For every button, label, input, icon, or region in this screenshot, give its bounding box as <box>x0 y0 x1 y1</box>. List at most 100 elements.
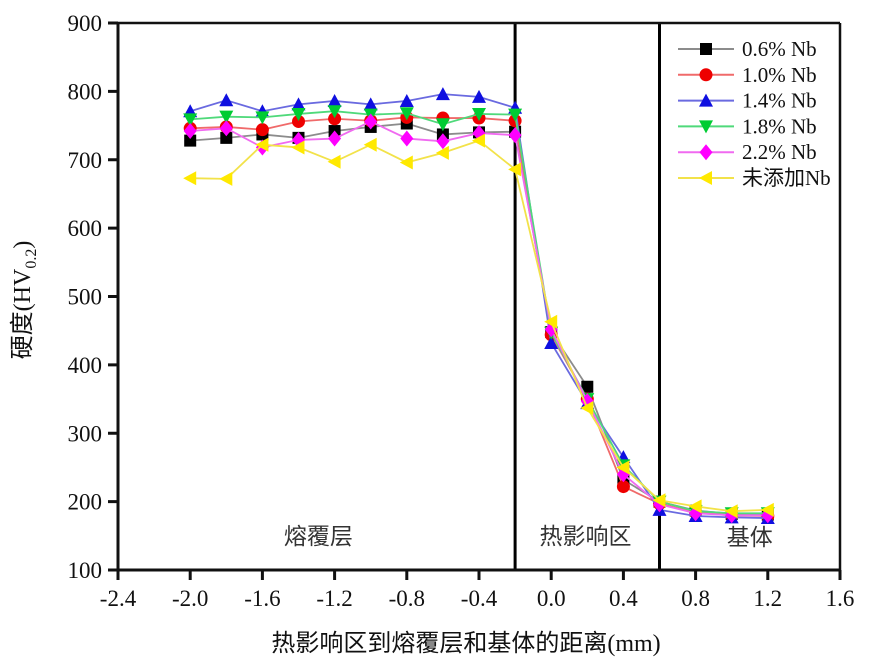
series-layer <box>183 87 775 525</box>
legend-entry: 未添加Nb <box>678 166 831 190</box>
legend-entry: 1.4% Nb <box>678 89 817 113</box>
x-tick-label: -0.8 <box>389 586 425 611</box>
legend-label: 0.6% Nb <box>742 37 817 61</box>
y-tick-label: 200 <box>68 490 103 515</box>
x-tick-label: -2.4 <box>100 586 137 611</box>
y-tick-label: 800 <box>68 79 103 104</box>
data-point-marker <box>328 130 342 147</box>
legend-entry: 1.0% Nb <box>678 63 817 87</box>
legend-label: 未添加Nb <box>742 166 831 190</box>
data-point-marker <box>472 133 485 148</box>
data-point-marker <box>616 460 630 475</box>
legend-marker <box>699 171 712 185</box>
region-labels-layer: 熔覆层 热影响区 基体 <box>284 524 773 550</box>
x-tick-label: 1.6 <box>826 586 855 611</box>
legend-marker <box>699 120 713 134</box>
data-point-marker <box>581 380 594 393</box>
series-line <box>190 120 768 517</box>
series-line <box>190 110 768 515</box>
data-point-marker <box>219 171 233 186</box>
series-未添加nb <box>183 133 774 519</box>
y-tick-label: 600 <box>68 216 103 241</box>
y-tick-label: 100 <box>68 558 103 583</box>
legend-label: 1.0% Nb <box>742 63 817 87</box>
series-1.8-nb <box>183 105 775 521</box>
data-point-marker <box>399 93 414 107</box>
data-point-marker <box>255 137 269 152</box>
data-point-marker <box>544 314 558 329</box>
data-point-marker <box>435 145 449 160</box>
series-line <box>189 93 768 519</box>
data-point-marker <box>363 137 377 152</box>
x-axis-title: 热影响区到熔覆层和基体的距离(mm) <box>271 630 660 657</box>
data-point-marker <box>689 505 703 522</box>
data-point-marker <box>363 97 378 111</box>
series-line <box>190 139 768 513</box>
data-point-marker <box>183 113 198 127</box>
x-tick-label: -0.4 <box>461 586 498 611</box>
series-1.0-nb <box>183 110 775 523</box>
y-axis-title: 硬度(HV0.2) <box>9 241 40 360</box>
data-point-marker <box>724 504 738 519</box>
data-point-marker <box>435 118 450 132</box>
data-point-marker <box>472 89 486 103</box>
data-point-marker <box>652 493 666 508</box>
data-point-marker <box>688 499 702 514</box>
legend-label: 2.2% Nb <box>742 140 817 164</box>
data-point-marker <box>399 155 413 170</box>
data-point-marker <box>184 134 197 147</box>
data-point-marker <box>183 171 197 186</box>
series-2.2-nb <box>183 113 775 524</box>
y-tick-label: 300 <box>68 421 103 446</box>
x-tick-label: 0.8 <box>681 586 710 611</box>
data-point-marker <box>327 93 342 107</box>
data-point-marker <box>291 107 306 121</box>
tick-labels-layer: -2.4 -2.0 -1.6 -1.2 -0.8 -0.4 0.0 0.4 0.8 1.2 1.6 1… <box>68 11 855 611</box>
data-point-marker <box>508 127 522 144</box>
x-tick-label: 0.0 <box>537 586 566 611</box>
data-point-marker <box>292 114 305 128</box>
legend-marker <box>699 93 713 107</box>
axis-ticks-layer <box>108 21 842 580</box>
x-tick-label: -2.0 <box>172 586 208 611</box>
data-point-marker <box>328 112 342 126</box>
legend-marker <box>700 43 712 55</box>
data-point-marker <box>400 130 414 147</box>
data-point-marker <box>219 120 233 137</box>
legend-marker <box>699 68 713 82</box>
x-tick-label: -1.6 <box>244 586 280 611</box>
data-point-marker <box>472 107 486 121</box>
data-point-marker <box>327 105 342 119</box>
data-point-marker <box>255 111 270 125</box>
series-line <box>190 122 768 516</box>
data-point-marker <box>760 502 774 517</box>
x-tick-label: 1.2 <box>753 586 782 611</box>
region-label: 熔覆层 <box>284 524 353 549</box>
data-point-marker <box>399 107 414 121</box>
legend-label: 1.8% Nb <box>742 114 817 138</box>
legend-entry: 1.8% Nb <box>678 114 817 138</box>
y-tick-label: 700 <box>68 148 103 173</box>
data-point-marker <box>435 87 450 101</box>
region-label: 热影响区 <box>539 524 631 549</box>
legend-marker <box>699 144 713 161</box>
data-point-marker <box>183 123 197 140</box>
y-tick-label: 500 <box>68 285 103 310</box>
legend-entry: 0.6% Nb <box>678 37 817 61</box>
data-point-marker <box>508 108 523 122</box>
data-point-marker <box>220 131 233 144</box>
y-tick-label: 900 <box>68 11 103 36</box>
data-point-marker <box>508 162 522 177</box>
data-point-marker <box>544 335 559 349</box>
data-point-marker <box>219 110 234 124</box>
data-point-marker <box>291 97 306 111</box>
data-point-marker <box>255 123 269 137</box>
y-tick-label: 400 <box>68 353 103 378</box>
region-label: 基体 <box>727 525 773 550</box>
legend-label: 1.4% Nb <box>742 89 817 113</box>
data-point-marker <box>327 154 341 169</box>
data-point-marker <box>616 480 630 494</box>
